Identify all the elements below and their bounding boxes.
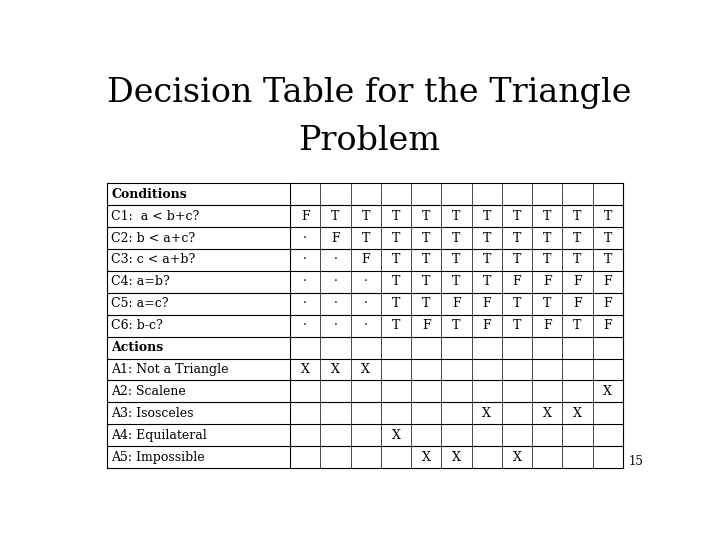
Text: T: T — [452, 232, 461, 245]
Text: T: T — [452, 275, 461, 288]
Text: ·: · — [364, 298, 368, 310]
Text: F: F — [573, 275, 582, 288]
Text: F: F — [513, 275, 521, 288]
Text: T: T — [361, 232, 370, 245]
Text: T: T — [422, 232, 431, 245]
Text: F: F — [482, 319, 491, 332]
Text: F: F — [301, 210, 310, 222]
Text: F: F — [603, 319, 612, 332]
Text: T: T — [513, 319, 521, 332]
Text: X: X — [331, 363, 340, 376]
Text: A1: Not a Triangle: A1: Not a Triangle — [111, 363, 229, 376]
Text: ·: · — [333, 253, 337, 266]
Text: T: T — [603, 253, 612, 266]
Text: F: F — [603, 298, 612, 310]
Text: Conditions: Conditions — [111, 188, 187, 201]
Text: T: T — [422, 275, 431, 288]
Text: ·: · — [333, 275, 337, 288]
Text: T: T — [573, 253, 582, 266]
Text: X: X — [392, 429, 400, 442]
Text: X: X — [513, 451, 521, 464]
Text: T: T — [482, 210, 491, 222]
Text: ·: · — [364, 275, 368, 288]
Text: T: T — [603, 210, 612, 222]
Text: 15: 15 — [629, 455, 644, 468]
Text: T: T — [361, 210, 370, 222]
Text: X: X — [543, 407, 552, 420]
Text: ·: · — [303, 298, 307, 310]
Text: A3: Isosceles: A3: Isosceles — [111, 407, 194, 420]
Text: Actions: Actions — [111, 341, 163, 354]
Text: T: T — [513, 210, 521, 222]
Text: T: T — [422, 298, 431, 310]
Text: X: X — [603, 385, 612, 398]
Text: ·: · — [333, 319, 337, 332]
Text: F: F — [543, 275, 552, 288]
Text: F: F — [331, 232, 340, 245]
Text: A4: Equilateral: A4: Equilateral — [111, 429, 207, 442]
Text: C3: c < a+b?: C3: c < a+b? — [111, 253, 195, 266]
Text: X: X — [361, 363, 370, 376]
Text: F: F — [482, 298, 491, 310]
Text: T: T — [452, 253, 461, 266]
Text: T: T — [513, 232, 521, 245]
Text: C4: a=b?: C4: a=b? — [111, 275, 170, 288]
Text: F: F — [543, 319, 552, 332]
Text: ·: · — [303, 232, 307, 245]
Text: X: X — [452, 451, 461, 464]
Text: Decision Table for the Triangle: Decision Table for the Triangle — [107, 77, 631, 109]
Text: C5: a=c?: C5: a=c? — [111, 298, 168, 310]
Text: F: F — [573, 298, 582, 310]
Text: X: X — [422, 451, 431, 464]
Text: A5: Impossible: A5: Impossible — [111, 451, 204, 464]
Text: T: T — [422, 253, 431, 266]
Text: T: T — [513, 253, 521, 266]
Text: T: T — [603, 232, 612, 245]
Text: X: X — [573, 407, 582, 420]
Text: T: T — [573, 319, 582, 332]
Text: F: F — [603, 275, 612, 288]
Text: T: T — [392, 275, 400, 288]
Text: T: T — [331, 210, 340, 222]
Text: ·: · — [303, 319, 307, 332]
Text: F: F — [422, 319, 431, 332]
Text: T: T — [452, 319, 461, 332]
Text: C2: b < a+c?: C2: b < a+c? — [111, 232, 195, 245]
Text: T: T — [392, 210, 400, 222]
Text: T: T — [392, 232, 400, 245]
Text: T: T — [392, 298, 400, 310]
Text: ·: · — [333, 298, 337, 310]
Text: Problem: Problem — [298, 125, 440, 157]
Text: T: T — [543, 210, 552, 222]
Text: T: T — [543, 232, 552, 245]
Text: X: X — [482, 407, 491, 420]
Text: T: T — [392, 319, 400, 332]
Text: ·: · — [303, 275, 307, 288]
Text: T: T — [422, 210, 431, 222]
Text: T: T — [392, 253, 400, 266]
Text: T: T — [482, 253, 491, 266]
Text: T: T — [452, 210, 461, 222]
Text: C6: b-c?: C6: b-c? — [111, 319, 163, 332]
Text: T: T — [482, 275, 491, 288]
Text: T: T — [543, 253, 552, 266]
Text: ·: · — [303, 253, 307, 266]
Text: T: T — [573, 232, 582, 245]
Text: C1:  a < b+c?: C1: a < b+c? — [111, 210, 199, 222]
Text: T: T — [573, 210, 582, 222]
Text: F: F — [452, 298, 461, 310]
Text: T: T — [513, 298, 521, 310]
Text: A2: Scalene: A2: Scalene — [111, 385, 186, 398]
Text: F: F — [361, 253, 370, 266]
Text: T: T — [482, 232, 491, 245]
Text: X: X — [301, 363, 310, 376]
Text: T: T — [543, 298, 552, 310]
Text: ·: · — [364, 319, 368, 332]
